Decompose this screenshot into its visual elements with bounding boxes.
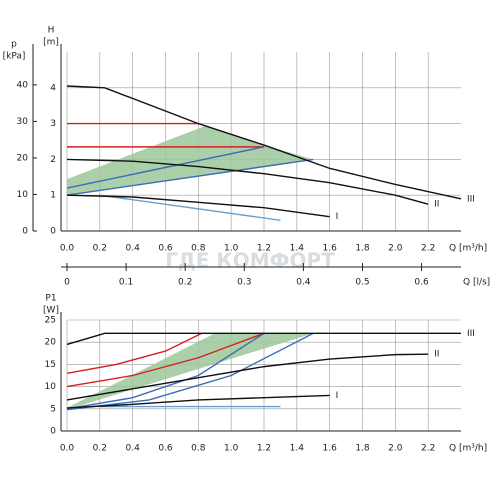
x-axis-label: Q [m³/h] [449, 244, 487, 254]
y2-tick-label: 40 [17, 80, 29, 90]
watermark: ГДЕ КОМФОРТ [165, 249, 335, 273]
x2-tick-label: 0.1 [119, 278, 133, 288]
x2-tick-label: 0 [64, 278, 70, 288]
y-tick-label: 15 [45, 360, 56, 370]
x-tick-label: 0.0 [60, 444, 75, 454]
y-tick-label: 25 [45, 316, 56, 326]
x-tick-label: 0.6 [158, 244, 173, 254]
x-tick-label: 1.6 [323, 444, 338, 454]
curve [66, 332, 265, 388]
y-tick-label: 4 [50, 83, 56, 93]
x-tick-label: 1.0 [224, 244, 239, 254]
curve [66, 332, 461, 346]
y-tick-label: 3 [50, 119, 56, 129]
x-tick-label: 0.2 [93, 244, 107, 254]
y2-tick-label: 0 [22, 227, 28, 237]
x-tick-label: 0.4 [126, 244, 141, 254]
y-tick-label: 20 [45, 338, 57, 348]
x-tick-label: 2.2 [421, 244, 435, 254]
x-tick-label: 1.4 [290, 444, 305, 454]
y-tick-label: 2 [50, 155, 56, 165]
x-axis-label: Q [m³/h] [449, 444, 487, 454]
curve [99, 194, 281, 221]
x-tick-label: 1.8 [355, 244, 370, 254]
curve [66, 146, 265, 189]
curve [66, 394, 330, 409]
x-tick-label: 0.8 [191, 244, 206, 254]
curve [66, 85, 462, 200]
x-tick-label: 0.6 [158, 444, 173, 454]
x-tick-label: 0.4 [126, 444, 141, 454]
y2-axis-label: p [11, 40, 17, 50]
x-tick-label: 1.6 [323, 244, 338, 254]
x-tick-label: 1.2 [257, 244, 271, 254]
x-tick-label: 2.0 [388, 444, 403, 454]
y-tick-label: 10 [45, 382, 57, 392]
curve [66, 158, 314, 196]
area [67, 125, 314, 196]
x2-tick-label: 0.3 [237, 278, 251, 288]
y-tick-label: 5 [50, 404, 56, 414]
y-axis-unit: [W] [43, 306, 59, 316]
curve-label: II [434, 350, 439, 360]
y2-tick-label: 20 [17, 153, 29, 163]
curve-label: II [434, 200, 439, 210]
x2-tick-label: 0.2 [178, 278, 192, 288]
x-tick-label: 2.2 [421, 444, 435, 454]
curve [66, 158, 429, 205]
curve-label: III [467, 329, 475, 339]
x-tick-label: 1.8 [355, 444, 370, 454]
x-tick-label: 1.2 [257, 444, 271, 454]
x-tick-label: 0.8 [191, 444, 206, 454]
curve [66, 194, 330, 218]
x2-tick-label: 0.4 [296, 278, 311, 288]
y-axis-unit: [m] [43, 38, 59, 48]
x-tick-label: 1.4 [290, 244, 305, 254]
curve [66, 332, 202, 374]
x2-tick-label: 0.5 [355, 278, 369, 288]
y-tick-label: 0 [50, 427, 56, 437]
curve [66, 332, 265, 410]
curve-label: I [336, 391, 339, 401]
x-tick-label: 1.0 [224, 444, 239, 454]
y2-tick-label: 30 [17, 117, 29, 127]
curve [66, 332, 314, 411]
x2-tick-label: 0.6 [414, 278, 429, 288]
curve-label: I [336, 212, 339, 222]
y2-tick-label: 10 [17, 190, 29, 200]
y-axis-label: H [48, 26, 55, 36]
y-tick-label: 0 [50, 227, 56, 237]
curve-label: III [467, 194, 475, 204]
x-tick-label: 0.2 [93, 444, 107, 454]
y-axis-label: P1 [45, 294, 56, 304]
area [67, 333, 314, 410]
y-tick-label: 1 [50, 191, 56, 201]
x2-axis-label: Q [l/s] [463, 278, 490, 288]
curve [66, 353, 429, 401]
x-tick-label: 0.0 [60, 244, 75, 254]
y2-axis-unit: [kPa] [3, 52, 26, 62]
x-tick-label: 2.0 [388, 244, 403, 254]
